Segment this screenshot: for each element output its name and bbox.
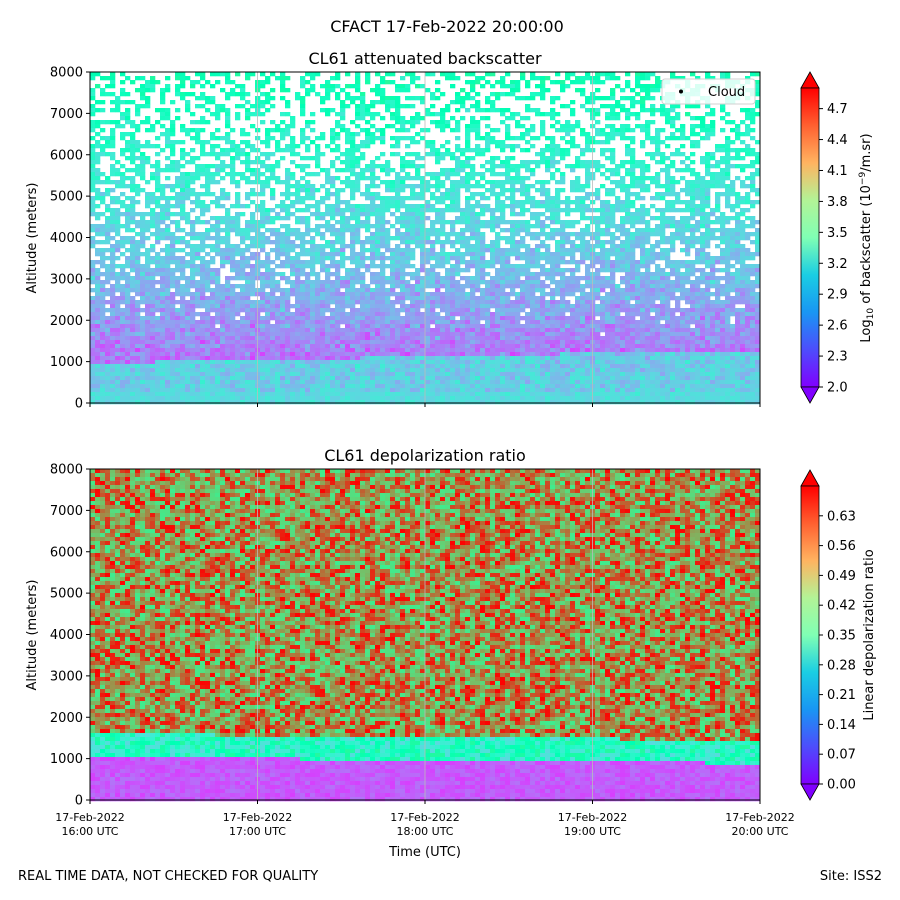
y-tick-label: 8000 xyxy=(50,66,83,81)
backscatter-colorbar-top-extension xyxy=(801,72,819,88)
x-tick-date-label: 17-Feb-2022 xyxy=(725,811,794,824)
y-tick-label: 4000 xyxy=(50,231,83,246)
y-tick-label: 0 xyxy=(75,397,83,412)
colorbar-tick-label: 0.56 xyxy=(827,539,856,554)
x-tick-date-label: 17-Feb-2022 xyxy=(558,811,627,824)
x-tick-time-label: 16:00 UTC xyxy=(61,825,118,838)
y-tick-label: 1000 xyxy=(50,355,83,370)
colorbar-tick-label: 0.28 xyxy=(827,658,856,673)
backscatter-heatmap xyxy=(90,72,760,404)
y-tick-label: 0 xyxy=(75,794,83,809)
legend-cloud-label: Cloud xyxy=(708,85,745,100)
colorbar-tick-label: 0.21 xyxy=(827,688,856,703)
x-tick-date-label: 17-Feb-2022 xyxy=(223,811,292,824)
backscatter-colorbar-bottom-extension xyxy=(801,387,819,403)
depolarization-panel: CL61 depolarization ratio 0 1000 2000 3000 4… xyxy=(25,446,877,860)
y-tick-label: 4000 xyxy=(50,628,83,643)
time-axis-label: Time (UTC) xyxy=(388,845,461,860)
depolarization-y-ticks: 0 1000 2000 3000 4000 5000 6000 7000 8000 xyxy=(50,463,90,809)
y-tick-label: 7000 xyxy=(50,504,83,519)
y-tick-label: 6000 xyxy=(50,545,83,560)
y-tick-label: 6000 xyxy=(50,148,83,163)
y-tick-label: 2000 xyxy=(50,711,83,726)
y-tick-label: 5000 xyxy=(50,190,83,205)
colorbar-tick-label: 2.6 xyxy=(827,319,848,334)
x-tick-time-label: 20:00 UTC xyxy=(731,825,788,838)
colorbar-tick-label: 0.49 xyxy=(827,569,856,584)
backscatter-colorbar-label: Log10 of backscatter (10−9/m.sr) xyxy=(858,133,876,342)
depolarization-colorbar-bar xyxy=(801,486,819,784)
backscatter-panel: CL61 attenuated backscatter 0 1000 2000 300… xyxy=(25,49,876,412)
site-label: Site: ISS2 xyxy=(820,869,882,884)
colorbar-tick-label: 0.07 xyxy=(827,748,856,763)
y-tick-label: 8000 xyxy=(50,463,83,478)
colorbar-tick-label: 0.42 xyxy=(827,599,856,614)
y-tick-label: 1000 xyxy=(50,752,83,767)
x-tick-date-label: 17-Feb-2022 xyxy=(55,811,124,824)
quality-disclaimer: REAL TIME DATA, NOT CHECKED FOR QUALITY xyxy=(18,869,318,884)
y-tick-label: 3000 xyxy=(50,272,83,287)
x-tick-time-label: 19:00 UTC xyxy=(564,825,621,838)
depolarization-title: CL61 depolarization ratio xyxy=(324,446,526,465)
legend-cloud-marker xyxy=(679,90,683,94)
x-tick-time-label: 17:00 UTC xyxy=(229,825,286,838)
depolarization-y-axis-label: Altitude (meters) xyxy=(25,580,40,691)
colorbar-tick-label: 3.2 xyxy=(827,257,848,272)
depolarization-colorbar-label: Linear depolarization ratio xyxy=(862,549,877,720)
figure: CFACT 17-Feb-2022 20:00:00 CL61 attenuat… xyxy=(0,0,900,900)
backscatter-y-axis-label: Altitude (meters) xyxy=(25,183,40,294)
colorbar-tick-label: 0.35 xyxy=(827,629,856,644)
depolarization-colorbar-top-extension xyxy=(801,470,819,486)
y-tick-label: 5000 xyxy=(50,587,83,602)
y-tick-label: 3000 xyxy=(50,669,83,684)
colorbar-tick-label: 3.8 xyxy=(827,195,848,210)
backscatter-y-ticks: 0 1000 2000 3000 4000 5000 6000 7000 8000 xyxy=(50,66,90,412)
colorbar-tick-label: 2.9 xyxy=(827,288,848,303)
colorbar-tick-label: 2.0 xyxy=(827,381,848,396)
backscatter-title: CL61 attenuated backscatter xyxy=(308,49,542,68)
colorbar-tick-label: 0.63 xyxy=(827,509,856,524)
figure-title: CFACT 17-Feb-2022 20:00:00 xyxy=(330,17,564,36)
depolarization-colorbar-ticks: 0.00 0.07 0.14 0.21 0.28 0.35 0.42 0.49 0.56 0.63 xyxy=(819,509,856,792)
backscatter-colorbar: 2.0 2.3 2.6 2.9 3.2 3.5 3.8 4.1 4.4 4.7 Log10 of … xyxy=(801,72,876,403)
cloud-legend: Cloud xyxy=(662,79,755,104)
depolarization-heatmap xyxy=(90,469,760,801)
y-tick-label: 2000 xyxy=(50,314,83,329)
x-tick-date-label: 17-Feb-2022 xyxy=(390,811,459,824)
colorbar-tick-label: 3.5 xyxy=(827,226,848,241)
y-tick-label: 7000 xyxy=(50,107,83,122)
depolarization-colorbar-bottom-extension xyxy=(801,784,819,800)
colorbar-tick-label: 4.7 xyxy=(827,102,848,117)
colorbar-tick-label: 0.14 xyxy=(827,718,856,733)
colorbar-tick-label: 4.4 xyxy=(827,133,848,148)
colorbar-tick-label: 0.00 xyxy=(827,778,856,793)
backscatter-colorbar-bar xyxy=(801,88,819,387)
x-tick-time-label: 18:00 UTC xyxy=(396,825,453,838)
colorbar-tick-label: 2.3 xyxy=(827,350,848,365)
backscatter-colorbar-ticks: 2.0 2.3 2.6 2.9 3.2 3.5 3.8 4.1 4.4 4.7 xyxy=(819,102,848,395)
depolarization-colorbar: 0.00 0.07 0.14 0.21 0.28 0.35 0.42 0.49 0.56 0.63… xyxy=(801,470,877,800)
colorbar-tick-label: 4.1 xyxy=(827,164,848,179)
